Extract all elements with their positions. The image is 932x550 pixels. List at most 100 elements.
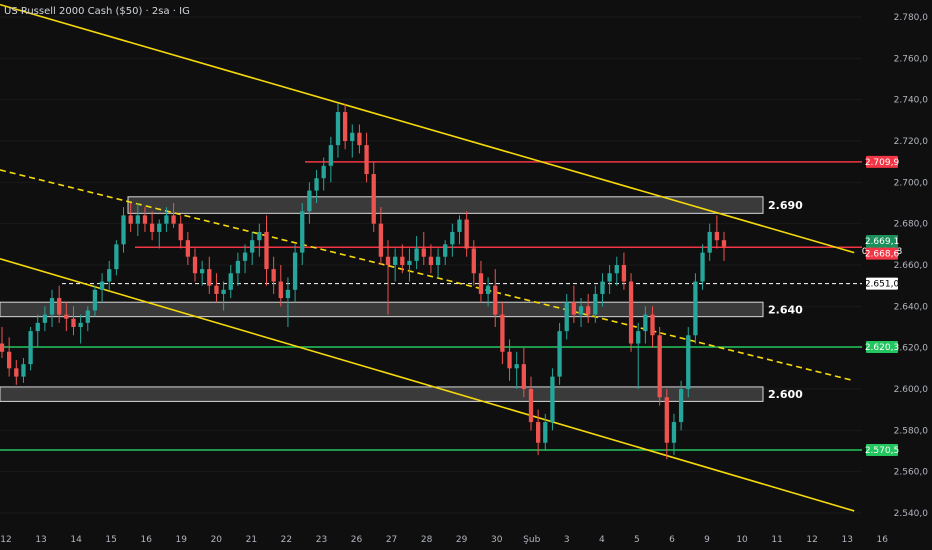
candle bbox=[714, 215, 719, 249]
candle bbox=[543, 413, 548, 451]
candle-body bbox=[600, 281, 605, 294]
candle-body bbox=[235, 260, 241, 274]
candle-body bbox=[314, 178, 319, 191]
candle bbox=[314, 169, 319, 203]
candle bbox=[578, 298, 584, 327]
candle-body bbox=[221, 289, 226, 294]
candle-body bbox=[650, 314, 655, 336]
candle-body bbox=[385, 256, 391, 265]
y-tick-label: 2.740,0 bbox=[894, 96, 929, 106]
candle bbox=[35, 314, 40, 348]
candle-body bbox=[393, 256, 398, 265]
candle-body bbox=[321, 165, 326, 179]
candle bbox=[414, 236, 419, 270]
candle bbox=[564, 293, 569, 340]
candle bbox=[321, 157, 326, 191]
candle-body bbox=[307, 190, 312, 212]
candle bbox=[328, 136, 333, 183]
candles bbox=[0, 103, 727, 460]
candle bbox=[678, 380, 684, 431]
candle-body bbox=[621, 265, 627, 282]
y-tick-label: 2.600,0 bbox=[894, 385, 929, 395]
candle bbox=[657, 327, 662, 406]
x-tick-label: 22 bbox=[281, 535, 292, 545]
candle-body bbox=[171, 215, 176, 224]
candle-body bbox=[686, 335, 691, 389]
price-zone[interactable] bbox=[127, 196, 764, 214]
candle bbox=[600, 273, 605, 307]
candle bbox=[228, 265, 233, 299]
price-badge-label: 2.651,0 bbox=[865, 280, 900, 290]
y-tick-label: 2.640,0 bbox=[894, 302, 929, 312]
candle-body bbox=[185, 240, 191, 257]
candle bbox=[378, 207, 384, 265]
candle bbox=[250, 231, 255, 265]
x-tick-label: 10 bbox=[736, 535, 748, 545]
candle bbox=[192, 248, 198, 282]
candle-body bbox=[328, 145, 333, 166]
price-badge: 2.651,0 bbox=[865, 277, 900, 290]
candle bbox=[307, 182, 312, 224]
candle bbox=[435, 248, 441, 278]
candle-body bbox=[636, 331, 641, 344]
candle bbox=[621, 252, 627, 290]
y-tick-label: 2.580,0 bbox=[894, 426, 929, 436]
price-badge-bg bbox=[866, 247, 898, 260]
candle bbox=[28, 327, 33, 371]
candle bbox=[114, 240, 119, 276]
candle bbox=[171, 203, 176, 228]
candle bbox=[121, 207, 126, 253]
trendline-mid-channel[interactable] bbox=[0, 169, 855, 382]
candle bbox=[107, 260, 112, 290]
candle-body bbox=[628, 281, 634, 344]
candle bbox=[493, 269, 498, 327]
x-tick-label: 20 bbox=[211, 535, 223, 545]
y-tick-label: 2.540,0 bbox=[894, 509, 929, 519]
candle bbox=[443, 240, 448, 265]
trendline-upper-channel[interactable] bbox=[0, 3, 855, 254]
candle-body bbox=[464, 219, 469, 249]
price-zone[interactable] bbox=[0, 386, 764, 402]
candle-body bbox=[500, 314, 505, 352]
x-tick-label: 13 bbox=[35, 535, 46, 545]
x-tick-label: 16 bbox=[140, 535, 152, 545]
candle-body bbox=[614, 265, 619, 274]
x-tick-label: 26 bbox=[351, 535, 363, 545]
candle-body bbox=[78, 322, 83, 327]
candle-body bbox=[107, 269, 112, 282]
price-badge: 2.620,3 bbox=[865, 341, 899, 354]
candle-body bbox=[700, 252, 705, 282]
candle-body bbox=[228, 273, 233, 290]
candle bbox=[164, 207, 169, 232]
price-zones: 2.690 2.640 2.600 bbox=[0, 196, 803, 402]
candle-body bbox=[207, 269, 212, 286]
price-badge-bg bbox=[866, 341, 898, 354]
y-tick-label: 2.780,0 bbox=[894, 13, 929, 23]
price-zone[interactable] bbox=[0, 301, 764, 318]
candle bbox=[650, 306, 655, 348]
candle bbox=[593, 285, 598, 323]
candle-body bbox=[28, 331, 33, 365]
candle-body bbox=[342, 112, 348, 141]
candle-body bbox=[64, 314, 69, 319]
candle-body bbox=[7, 351, 12, 369]
x-tick-label: 12 bbox=[0, 535, 11, 545]
x-tick-label: 9 bbox=[704, 535, 710, 545]
candle-body bbox=[278, 281, 283, 299]
candle bbox=[221, 281, 226, 311]
candle-body bbox=[57, 298, 62, 315]
candle bbox=[457, 215, 462, 245]
candle bbox=[428, 244, 434, 274]
candle-body bbox=[414, 248, 419, 261]
candle bbox=[421, 231, 426, 265]
trendline-lower-channel[interactable] bbox=[0, 258, 855, 512]
candle-body bbox=[49, 298, 55, 315]
y-tick-label: 2.700,0 bbox=[894, 178, 929, 188]
candle bbox=[42, 306, 48, 332]
candle bbox=[393, 248, 398, 282]
candle-body bbox=[71, 318, 76, 327]
candle-body bbox=[128, 215, 133, 224]
x-tick-label: 21 bbox=[246, 535, 257, 545]
